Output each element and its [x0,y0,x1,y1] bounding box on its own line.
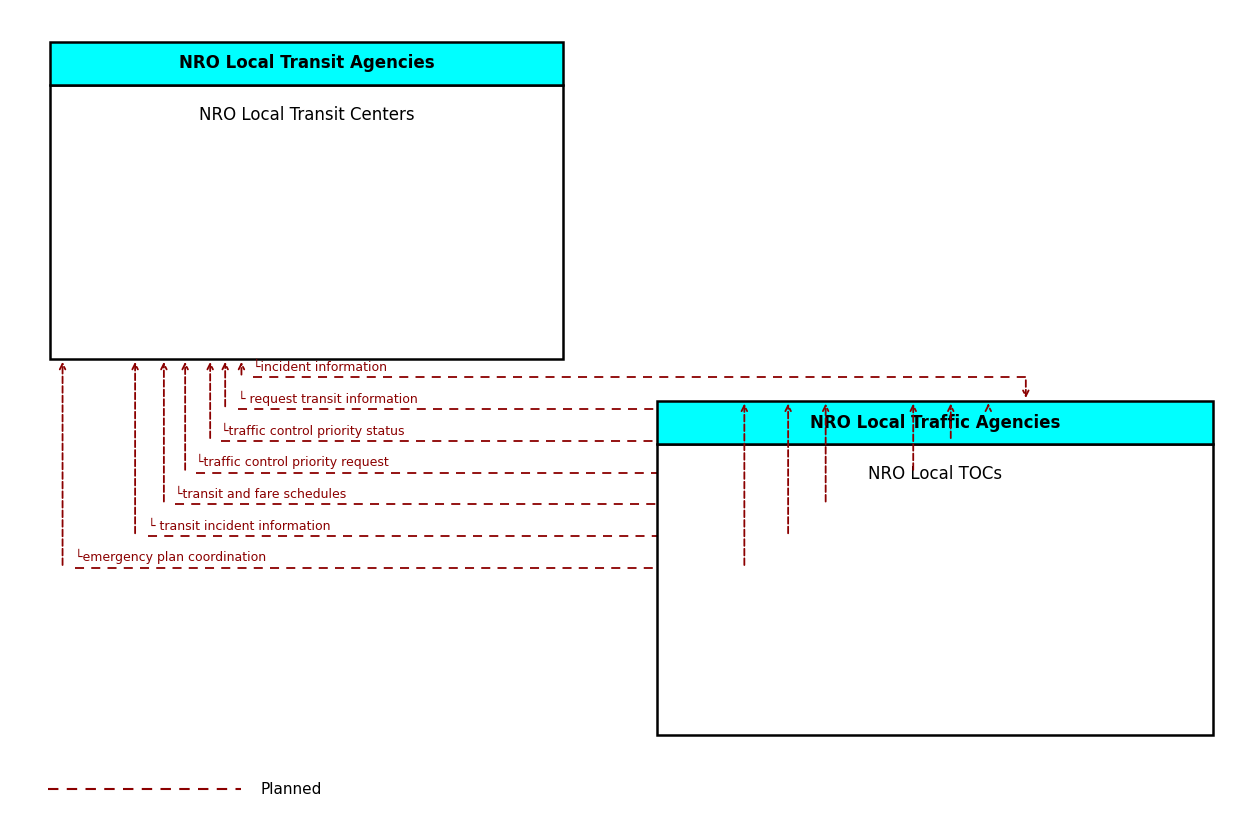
Text: └incident information: └incident information [253,361,387,374]
Bar [657,444,1213,735]
Text: └emergency plan coordination: └emergency plan coordination [75,549,266,564]
Text: └traffic control priority status: └traffic control priority status [221,423,405,438]
Text: NRO Local Transit Agencies: NRO Local Transit Agencies [179,54,434,73]
Text: NRO Local TOCs: NRO Local TOCs [868,465,1002,483]
Text: └transit and fare schedules: └transit and fare schedules [175,488,347,501]
Text: └ transit incident information: └ transit incident information [148,519,330,533]
Text: Planned: Planned [260,782,322,797]
Text: └ request transit information: └ request transit information [238,391,418,406]
Text: NRO Local Transit Centers: NRO Local Transit Centers [199,106,414,124]
Text: NRO Local Traffic Agencies: NRO Local Traffic Agencies [809,413,1061,432]
Bar [50,42,563,85]
Bar [50,85,563,359]
Bar [657,401,1213,444]
Text: └traffic control priority request: └traffic control priority request [196,454,389,469]
